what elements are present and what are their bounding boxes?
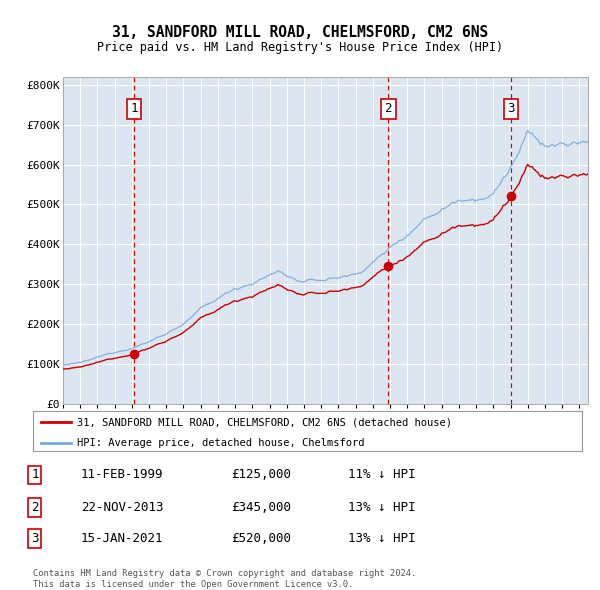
Text: 13% ↓ HPI: 13% ↓ HPI xyxy=(348,532,415,545)
Text: 31, SANDFORD MILL ROAD, CHELMSFORD, CM2 6NS: 31, SANDFORD MILL ROAD, CHELMSFORD, CM2 … xyxy=(112,25,488,40)
Text: 31, SANDFORD MILL ROAD, CHELMSFORD, CM2 6NS (detached house): 31, SANDFORD MILL ROAD, CHELMSFORD, CM2 … xyxy=(77,418,452,428)
Text: 2: 2 xyxy=(31,501,38,514)
Text: 22-NOV-2013: 22-NOV-2013 xyxy=(81,501,163,514)
Text: 2: 2 xyxy=(385,102,392,115)
Text: HPI: Average price, detached house, Chelmsford: HPI: Average price, detached house, Chel… xyxy=(77,438,364,448)
Text: £520,000: £520,000 xyxy=(231,532,291,545)
Text: 11-FEB-1999: 11-FEB-1999 xyxy=(81,468,163,481)
Text: 15-JAN-2021: 15-JAN-2021 xyxy=(81,532,163,545)
Text: Price paid vs. HM Land Registry's House Price Index (HPI): Price paid vs. HM Land Registry's House … xyxy=(97,41,503,54)
Text: 3: 3 xyxy=(508,102,515,115)
Text: £125,000: £125,000 xyxy=(231,468,291,481)
Text: 1: 1 xyxy=(31,468,38,481)
Text: 11% ↓ HPI: 11% ↓ HPI xyxy=(348,468,415,481)
Text: £345,000: £345,000 xyxy=(231,501,291,514)
Text: 3: 3 xyxy=(31,532,38,545)
Text: 13% ↓ HPI: 13% ↓ HPI xyxy=(348,501,415,514)
Text: Contains HM Land Registry data © Crown copyright and database right 2024.
This d: Contains HM Land Registry data © Crown c… xyxy=(33,569,416,589)
FancyBboxPatch shape xyxy=(33,411,582,451)
Text: 1: 1 xyxy=(130,102,137,115)
